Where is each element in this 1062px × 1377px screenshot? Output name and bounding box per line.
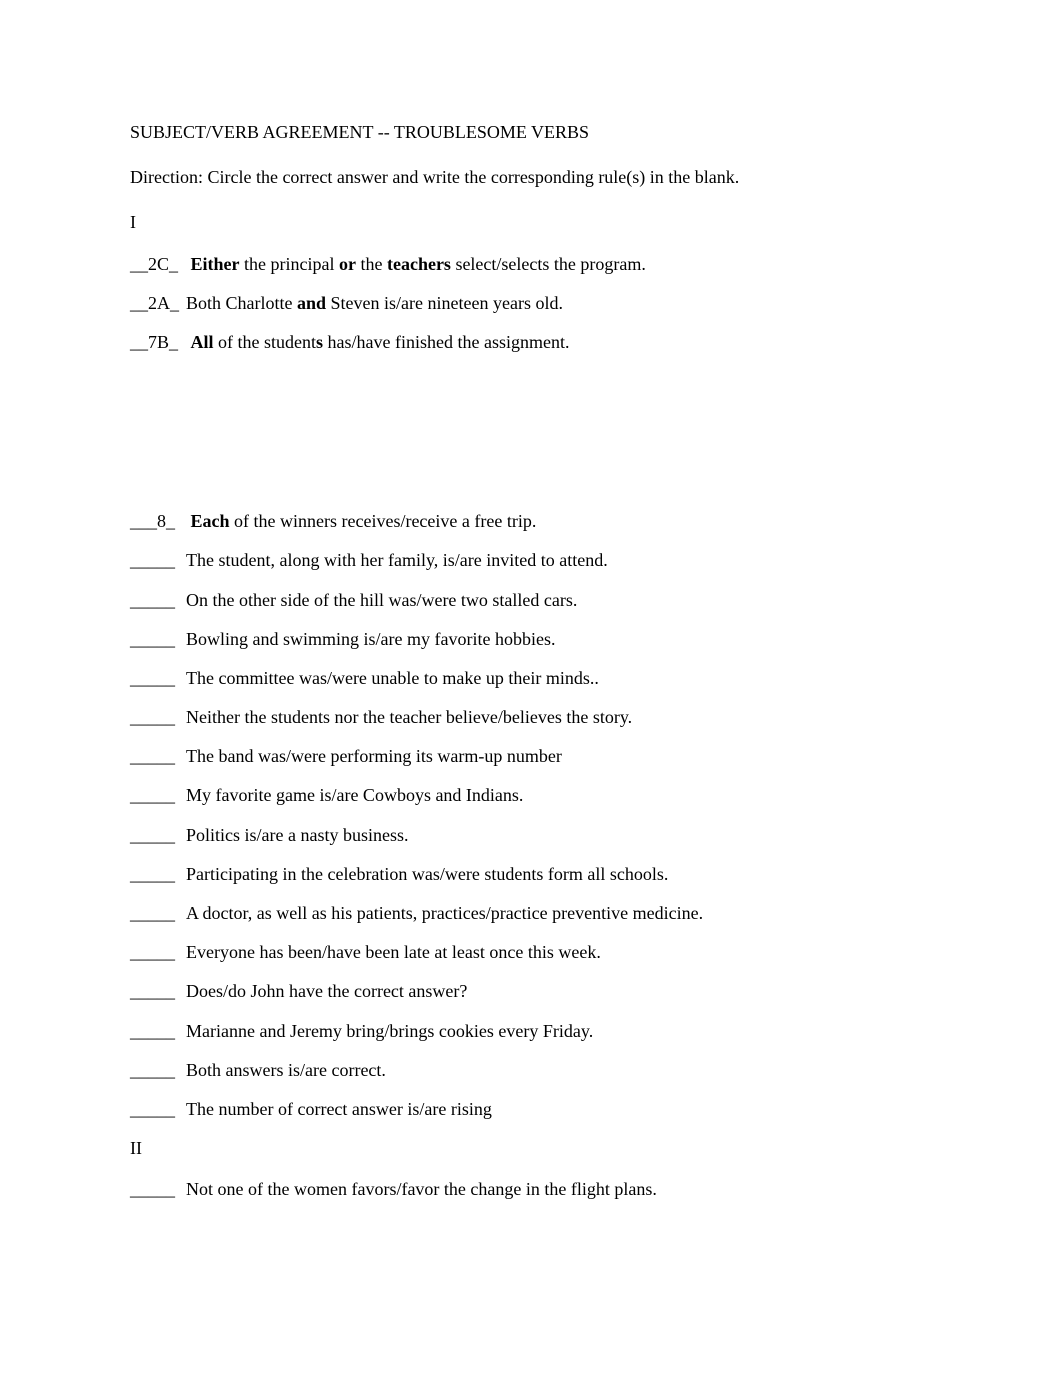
item-text: Not one of the women favors/favor the ch… [186, 1177, 932, 1202]
item-text: Both Charlotte and Steven is/are ninetee… [186, 291, 932, 316]
item-text: Each of the winners receives/receive a f… [186, 509, 932, 534]
bold-word: or [339, 254, 356, 274]
item-text: Either the principal or the teachers sel… [186, 252, 932, 277]
item-blank: _____ [130, 1058, 186, 1083]
list-item: _____ A doctor, as well as his patients,… [130, 901, 932, 926]
item-text: Bowling and swimming is/are my favorite … [186, 627, 932, 652]
item-blank: __2C_ [130, 252, 186, 277]
list-item: _____ The committee was/were unable to m… [130, 666, 932, 691]
list-item: _____ The band was/were performing its w… [130, 744, 932, 769]
item-blank: _____ [130, 705, 186, 730]
text-span: of the student [214, 332, 316, 352]
list-item: _____ Politics is/are a nasty business. [130, 823, 932, 848]
item-blank: _____ [130, 783, 186, 808]
bold-word: Either [191, 254, 240, 274]
list-item: _____ The number of correct answer is/ar… [130, 1097, 932, 1122]
direction-text: Direction: Circle the correct answer and… [130, 165, 932, 190]
item-text: The band was/were performing its warm-up… [186, 744, 932, 769]
item-text: Neither the students nor the teacher bel… [186, 705, 932, 730]
item-blank: _____ [130, 823, 186, 848]
section-2-label: II [130, 1136, 932, 1161]
list-item: __2C_ Either the principal or the teache… [130, 252, 932, 277]
item-text: Marianne and Jeremy bring/brings cookies… [186, 1019, 932, 1044]
item-text: On the other side of the hill was/were t… [186, 588, 932, 613]
item-text: Both answers is/are correct. [186, 1058, 932, 1083]
text-span: the principal [240, 254, 339, 274]
item-blank: _____ [130, 979, 186, 1004]
bold-word: Each [191, 511, 230, 531]
bold-word: and [297, 293, 326, 313]
item-text: Participating in the celebration was/wer… [186, 862, 932, 887]
text-span: the [356, 254, 387, 274]
item-blank: _____ [130, 1177, 186, 1202]
item-blank: _____ [130, 588, 186, 613]
item-text: The number of correct answer is/are risi… [186, 1097, 932, 1122]
item-blank: _____ [130, 1019, 186, 1044]
text-span: Steven is/are nineteen years old. [326, 293, 563, 313]
list-item: _____ The student, along with her family… [130, 548, 932, 573]
bold-word: teachers [387, 254, 451, 274]
item-text: Does/do John have the correct answer? [186, 979, 932, 1004]
text-span: of the winners receives/receive a free t… [230, 511, 537, 531]
list-item: __7B_ All of the students has/have finis… [130, 330, 932, 355]
text-span: Both Charlotte [186, 293, 297, 313]
item-blank: _____ [130, 627, 186, 652]
bold-word: s [316, 332, 323, 352]
list-item: _____ Does/do John have the correct answ… [130, 979, 932, 1004]
list-item: _____ Everyone has been/have been late a… [130, 940, 932, 965]
bold-word: All [191, 332, 214, 352]
item-blank: __7B_ [130, 330, 186, 355]
item-blank: ___8_ [130, 509, 186, 534]
spacer [130, 369, 932, 509]
list-item: _____ Marianne and Jeremy bring/brings c… [130, 1019, 932, 1044]
item-text: All of the students has/have finished th… [186, 330, 932, 355]
text-span: has/have finished the assignment. [323, 332, 569, 352]
item-text: The student, along with her family, is/a… [186, 548, 932, 573]
item-text: The committee was/were unable to make up… [186, 666, 932, 691]
text-span: select/selects the program. [451, 254, 646, 274]
item-blank: _____ [130, 666, 186, 691]
list-item: _____ My favorite game is/are Cowboys an… [130, 783, 932, 808]
list-item: _____ Not one of the women favors/favor … [130, 1177, 932, 1202]
section-1-label: I [130, 210, 932, 235]
item-blank: _____ [130, 548, 186, 573]
item-blank: __2A_ [130, 291, 186, 316]
item-text: Everyone has been/have been late at leas… [186, 940, 932, 965]
list-item: __2A_ Both Charlotte and Steven is/are n… [130, 291, 932, 316]
list-item: ___8_ Each of the winners receives/recei… [130, 509, 932, 534]
item-blank: _____ [130, 940, 186, 965]
item-blank: _____ [130, 901, 186, 926]
item-text: Politics is/are a nasty business. [186, 823, 932, 848]
list-item: _____ Neither the students nor the teach… [130, 705, 932, 730]
worksheet-title: SUBJECT/VERB AGREEMENT -- TROUBLESOME VE… [130, 120, 932, 145]
list-item: _____ Participating in the celebration w… [130, 862, 932, 887]
item-blank: _____ [130, 1097, 186, 1122]
list-item: _____ On the other side of the hill was/… [130, 588, 932, 613]
item-text: A doctor, as well as his patients, pract… [186, 901, 932, 926]
item-blank: _____ [130, 744, 186, 769]
list-item: _____ Both answers is/are correct. [130, 1058, 932, 1083]
item-blank: _____ [130, 862, 186, 887]
list-item: _____ Bowling and swimming is/are my fav… [130, 627, 932, 652]
item-text: My favorite game is/are Cowboys and Indi… [186, 783, 932, 808]
